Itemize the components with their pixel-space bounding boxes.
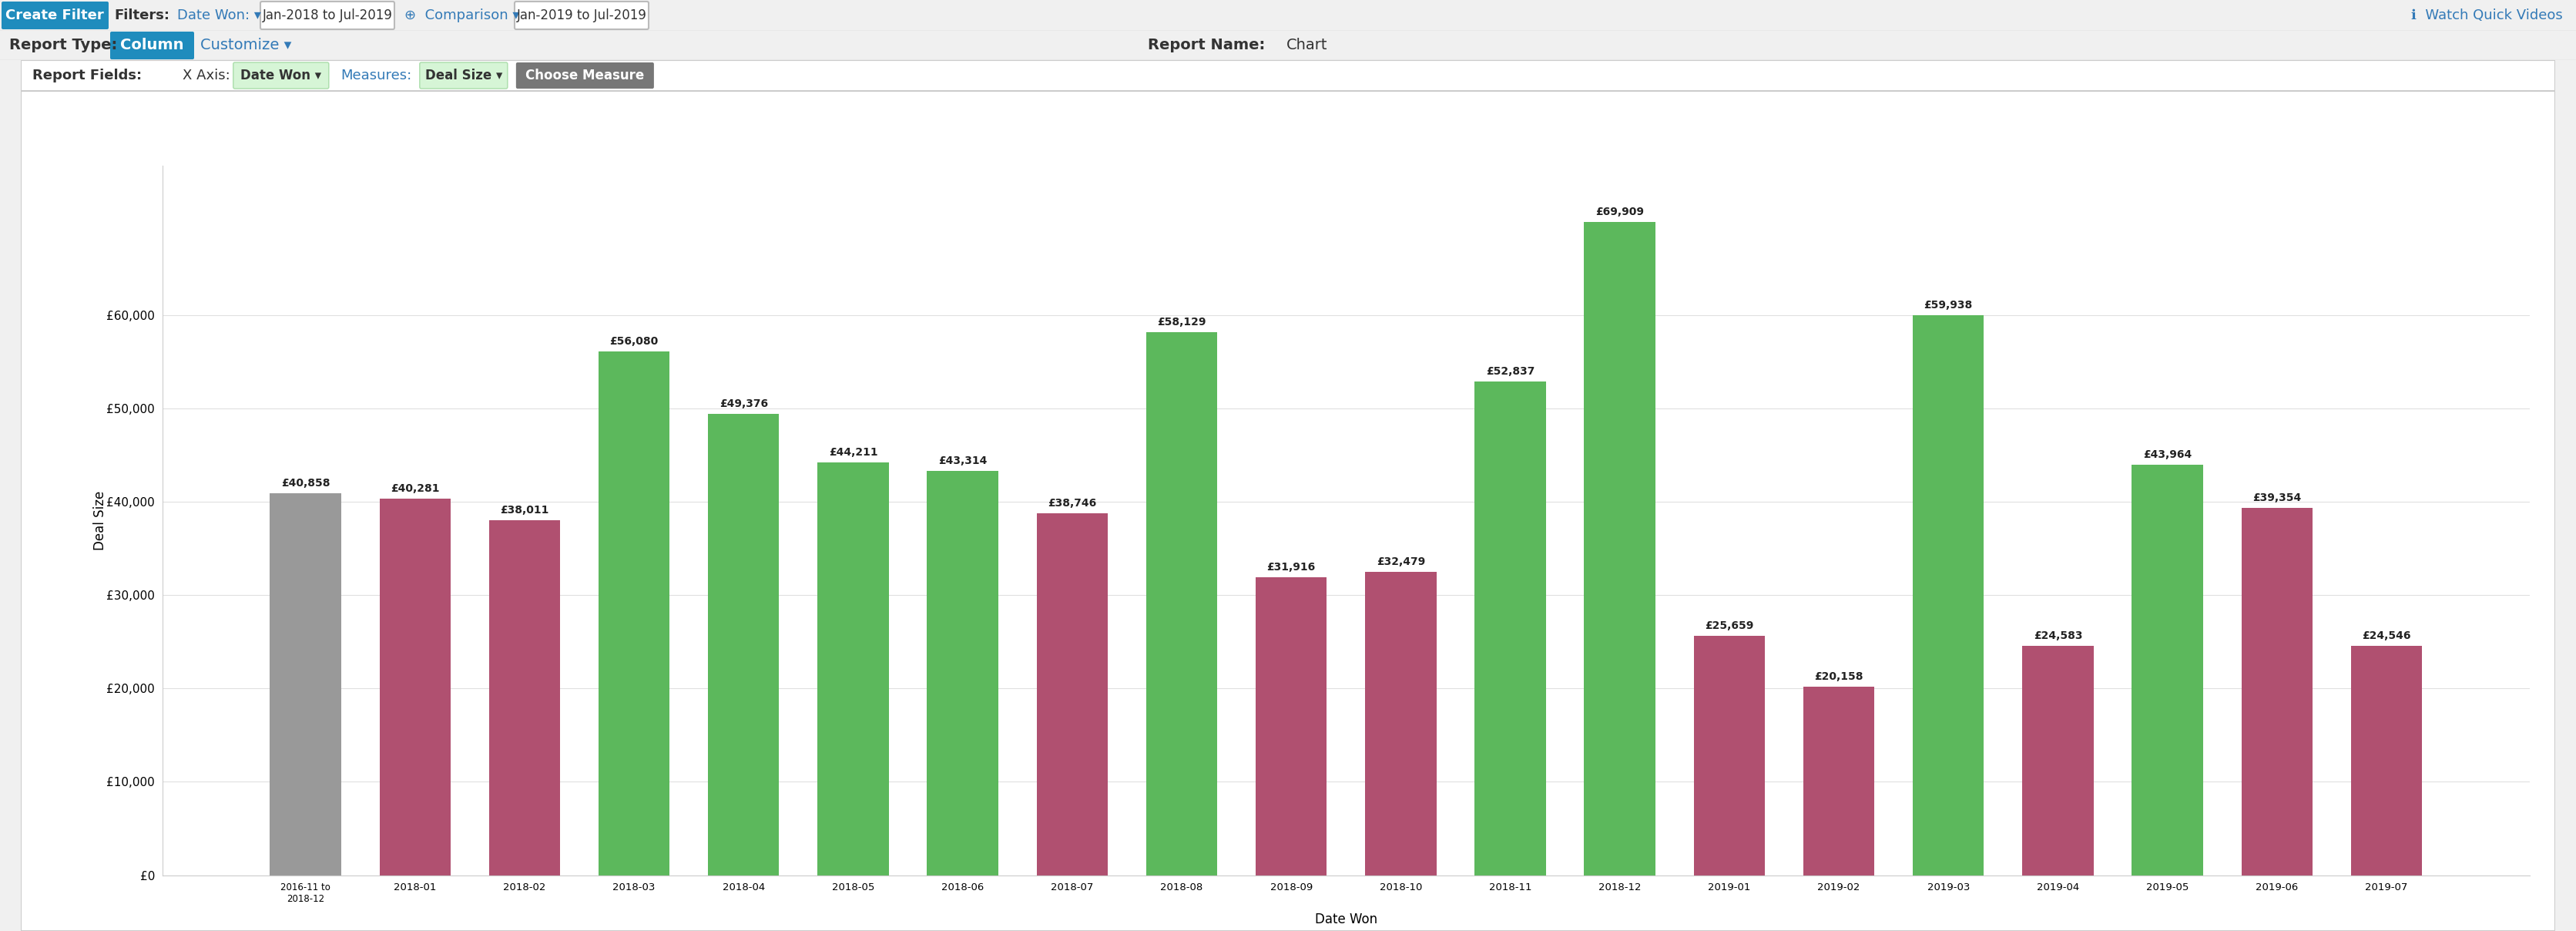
Text: £40,281: £40,281 (392, 483, 440, 494)
Text: Create Filter: Create Filter (5, 8, 103, 22)
Bar (1365, 572, 1437, 875)
Text: £24,546: £24,546 (2362, 630, 2411, 641)
Text: £39,354: £39,354 (2251, 492, 2300, 503)
Text: £44,211: £44,211 (829, 447, 878, 458)
Text: £31,916: £31,916 (1267, 561, 1316, 573)
Text: £32,479: £32,479 (1376, 557, 1425, 567)
Text: Date Won: ▾: Date Won: ▾ (178, 8, 260, 22)
Bar (927, 471, 999, 875)
Bar (489, 520, 559, 875)
Bar (1146, 332, 1218, 875)
Text: Column: Column (121, 38, 183, 53)
Text: Customize ▾: Customize ▾ (201, 38, 291, 53)
FancyBboxPatch shape (234, 62, 330, 88)
Text: £58,129: £58,129 (1157, 317, 1206, 328)
Text: £43,314: £43,314 (938, 455, 987, 466)
Text: Measures:: Measures: (340, 69, 412, 83)
Text: Report Type:: Report Type: (10, 38, 118, 53)
Text: Jan-2019 to Jul-2019: Jan-2019 to Jul-2019 (518, 8, 647, 22)
Bar (1473, 382, 1546, 875)
Text: Jan-2018 to Jul-2019: Jan-2018 to Jul-2019 (263, 8, 392, 22)
Text: £38,746: £38,746 (1048, 498, 1097, 508)
Text: £52,837: £52,837 (1486, 366, 1535, 377)
Bar (2352, 646, 2421, 875)
Text: £20,158: £20,158 (1814, 671, 1862, 682)
Text: £49,376: £49,376 (719, 398, 768, 410)
FancyBboxPatch shape (111, 32, 193, 60)
Bar (1914, 316, 1984, 875)
Text: Date Won ▾: Date Won ▾ (240, 69, 322, 83)
Bar (1036, 513, 1108, 875)
Bar (598, 351, 670, 875)
Text: X Axis:: X Axis: (183, 69, 229, 83)
Text: Choose Measure: Choose Measure (526, 69, 644, 83)
Bar (2133, 465, 2202, 875)
Bar (708, 414, 778, 875)
Bar (2241, 507, 2313, 875)
Text: £38,011: £38,011 (500, 505, 549, 516)
Bar (270, 493, 340, 875)
Text: Report Name:: Report Name: (1149, 38, 1265, 53)
Text: Deal Size ▾: Deal Size ▾ (425, 69, 502, 83)
Text: ⊕  Comparison ▾: ⊕ Comparison ▾ (404, 8, 520, 22)
Text: Filters:: Filters: (113, 8, 170, 22)
Bar (379, 499, 451, 875)
Text: £25,659: £25,659 (1705, 620, 1754, 631)
Bar (1255, 577, 1327, 875)
X-axis label: Date Won: Date Won (1314, 912, 1378, 926)
Text: ℹ  Watch Quick Videos: ℹ Watch Quick Videos (2411, 8, 2563, 22)
Text: £69,909: £69,909 (1595, 207, 1643, 218)
Text: £43,964: £43,964 (2143, 449, 2192, 460)
Bar (1803, 687, 1875, 875)
Text: £59,938: £59,938 (1924, 300, 1973, 311)
FancyBboxPatch shape (3, 2, 108, 29)
Text: Report Fields:: Report Fields: (31, 69, 142, 83)
Bar (2022, 645, 2094, 875)
FancyBboxPatch shape (260, 2, 394, 29)
Y-axis label: Deal Size: Deal Size (93, 491, 106, 550)
Text: £24,583: £24,583 (2032, 630, 2081, 641)
Text: £56,080: £56,080 (611, 336, 659, 346)
FancyBboxPatch shape (420, 62, 507, 88)
FancyBboxPatch shape (515, 2, 649, 29)
Bar (1584, 223, 1656, 875)
Text: £40,858: £40,858 (281, 479, 330, 489)
FancyBboxPatch shape (515, 62, 654, 88)
Bar (817, 463, 889, 875)
Text: Chart: Chart (1285, 38, 1327, 53)
Bar (1692, 636, 1765, 875)
